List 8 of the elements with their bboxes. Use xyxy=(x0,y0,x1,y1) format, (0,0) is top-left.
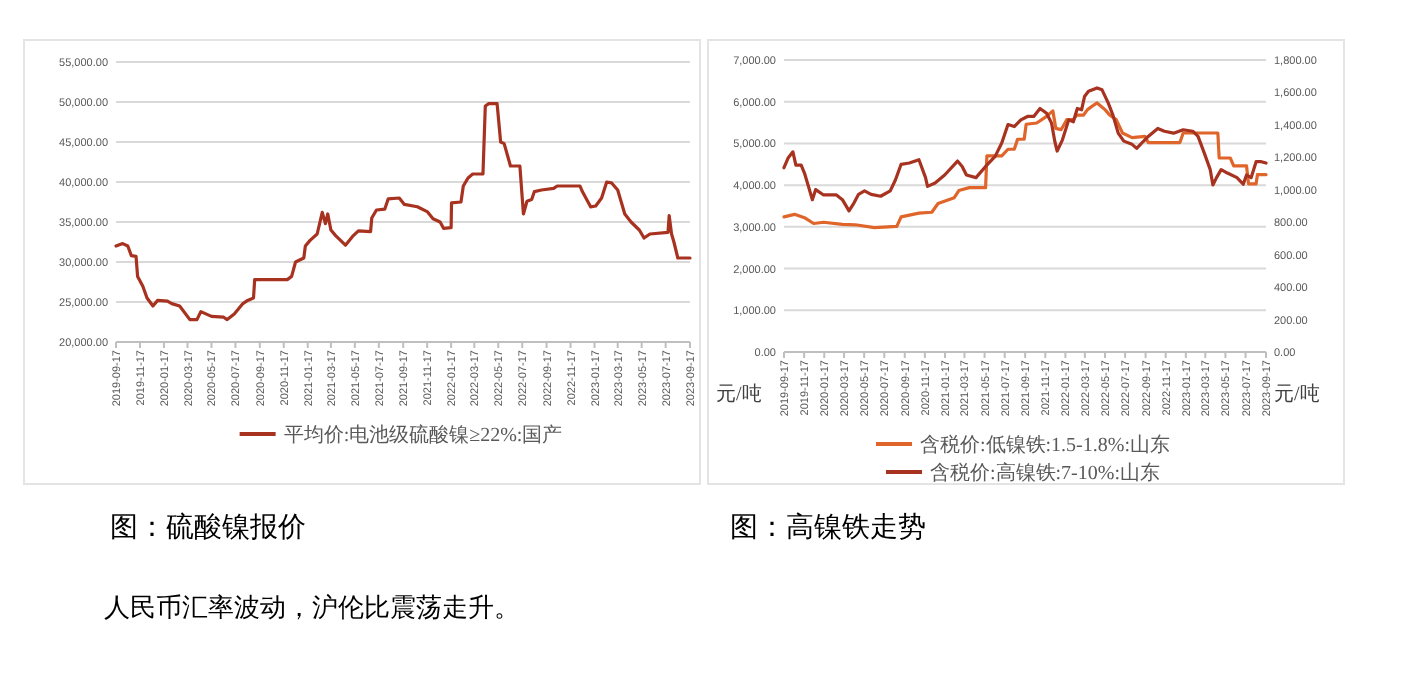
y-axis-title: 元/吨 xyxy=(716,382,762,406)
text: 图：硫酸镍报价 xyxy=(110,512,306,544)
legend-label: 含税价:低镍铁:1.5-1.8%:山东 xyxy=(920,433,1170,457)
legend-label: 平均价:电池级硫酸镍≥22%:国产 xyxy=(283,423,563,447)
y2-axis-title: 元/吨 xyxy=(1274,382,1320,406)
text: 人民币汇率波动，沪伦比震荡走升。 xyxy=(104,592,520,622)
legend-label: 含税价:高镍铁:7-10%:山东 xyxy=(930,461,1160,485)
text: 图：高镍铁走势 xyxy=(730,512,926,544)
